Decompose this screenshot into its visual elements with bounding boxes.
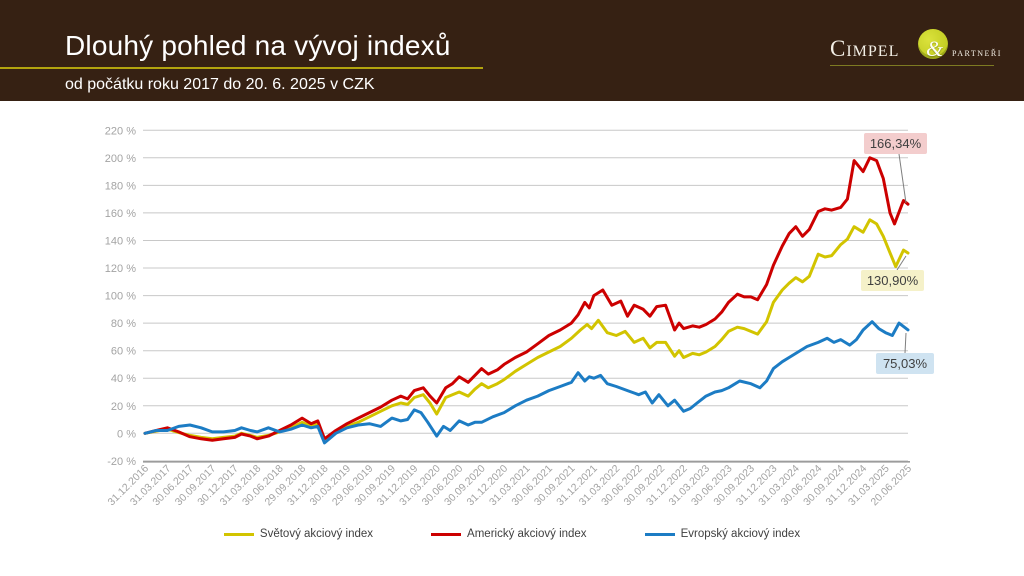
page-subtitle: od počátku roku 2017 do 20. 6. 2025 v CZ… [65,76,375,93]
page-title: Dlouhý pohled na vývoj indexů [65,30,451,61]
end-label: 166,34% [870,136,922,151]
end-label-box [861,270,924,291]
company-logo: Cimpel & partneři [830,29,1000,73]
logo-underline [830,65,994,66]
slide-header: Dlouhý pohled na vývoj indexů od počátku… [0,0,1024,101]
end-label: 130,90% [867,273,919,288]
logo-text-cimpel: Cimpel [830,36,900,61]
end-label: 75,03% [883,356,928,371]
y-axis-tick-label: 220 % [105,125,136,137]
logo-text-partneri: partneři [952,45,1002,59]
logo-ampersand: & [926,36,944,61]
legend-label: Evropský akciový index [680,528,801,540]
legend-swatch [223,532,254,536]
series-line-3 [143,320,910,445]
legend-label: Americký akciový index [467,528,587,540]
logo-leaf-icon [918,29,948,59]
end-label-leader [898,153,907,204]
y-axis-tick-label: 0 % [117,428,136,440]
legend-swatch [644,532,675,536]
y-axis-tick-label: 60 % [111,346,136,358]
y-axis-tick-label: 160 % [105,208,136,220]
y-axis-tick-label: 120 % [105,263,136,275]
legend-item: Evropský akciový index [644,528,801,540]
end-label-leader [896,255,907,271]
y-axis-tick-label: -20 % [107,456,136,468]
y-axis-tick-label: 80 % [111,318,136,330]
legend-item: Světový akciový index [223,528,374,540]
title-underline [0,67,483,69]
logo-row: Cimpel & partneři [830,29,1000,63]
y-axis-tick-label: 180 % [105,180,136,192]
y-axis-tick-label: 40 % [111,373,136,385]
series-line-2 [143,156,910,442]
end-label-box [876,353,934,374]
end-label-leader [904,332,907,354]
y-axis-tick-label: 100 % [105,291,136,303]
legend-swatch [431,532,462,536]
y-axis-tick-label: 20 % [111,401,136,413]
legend-item: Americký akciový index [431,528,587,540]
end-label-box [864,133,927,154]
y-axis-tick-label: 140 % [105,236,136,248]
y-axis-tick-label: 200 % [105,153,136,165]
series-line-1 [143,218,910,441]
legend-label: Světový akciový index [259,528,374,540]
legend: Světový akciový index Americký akciový in… [0,528,1024,540]
